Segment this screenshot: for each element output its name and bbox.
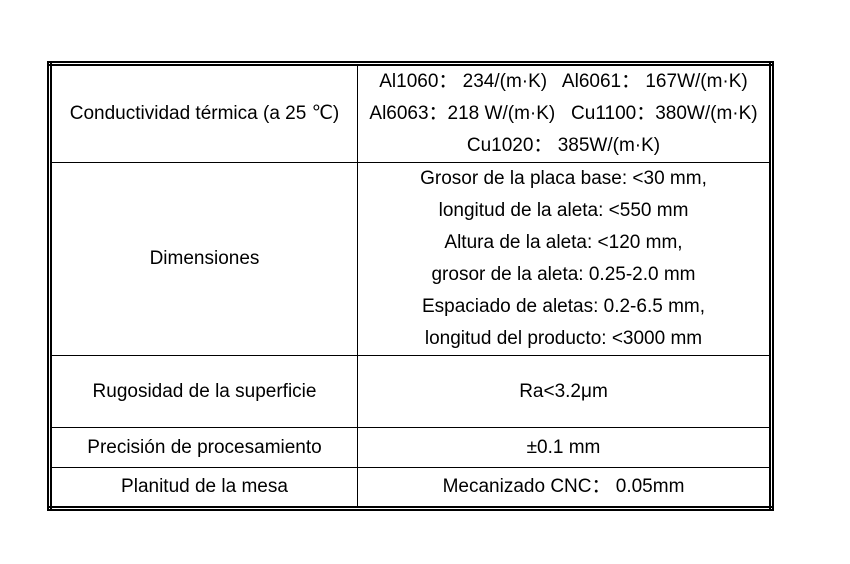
value-line: Al1060： 234/(m·K) Al6061： 167W/(m·K) — [379, 71, 748, 92]
value-line: ±0.1 mm — [526, 436, 601, 458]
thermal-conductivity-value: Al1060： 234/(m·K) Al6061： 167W/(m·K) Al6… — [357, 63, 772, 163]
processing-precision-label: Precisión de procesamiento — [49, 427, 358, 468]
row-label-text: Planitud de la mesa — [121, 476, 288, 497]
row-label-text: Conductividad térmica (a 25 ℃) — [69, 103, 340, 124]
value-line: longitud de la aleta: <550 mm — [438, 200, 689, 221]
value-line: Cu1020： 385W/(m·K) — [466, 135, 661, 156]
value-line: Grosor de la placa base: <30 mm, — [420, 168, 707, 189]
row-label-text: Dimensiones — [149, 248, 260, 269]
table-row-dimensions: Dimensiones Grosor de la placa base: <30… — [49, 162, 772, 356]
value-line: grosor de la aleta: 0.25-2.0 mm — [431, 264, 696, 285]
value-line: Ra<3.2μm — [519, 380, 608, 402]
table-row-processing-precision: Precisión de procesamiento ±0.1 mm — [49, 427, 772, 468]
table-flatness-label: Planitud de la mesa — [49, 467, 358, 509]
value-line: longitud del producto: <3000 mm — [424, 328, 703, 349]
table-row-surface-roughness: Rugosidad de la superficie Ra<3.2μm — [49, 355, 772, 428]
surface-roughness-value: Ra<3.2μm — [357, 355, 772, 428]
value-line: Al6063：218 W/(m·K) Cu1100：380W/(m·K) — [369, 103, 758, 124]
dimensions-label: Dimensiones — [49, 162, 358, 356]
value-line: Altura de la aleta: <120 mm, — [444, 232, 683, 253]
surface-roughness-label: Rugosidad de la superficie — [49, 355, 358, 428]
table-flatness-value: Mecanizado CNC： 0.05mm — [357, 467, 772, 509]
value-line: Espaciado de aletas: 0.2-6.5 mm, — [421, 296, 706, 317]
value-line: Mecanizado CNC： 0.05mm — [442, 476, 685, 497]
thermal-conductivity-label: Conductividad térmica (a 25 ℃) — [49, 63, 358, 163]
row-label-text: Rugosidad de la superficie — [92, 380, 317, 402]
row-label-text: Precisión de procesamiento — [87, 436, 322, 458]
table-row-table-flatness: Planitud de la mesa Mecanizado CNC： 0.05… — [49, 467, 772, 509]
processing-precision-value: ±0.1 mm — [357, 427, 772, 468]
product-spec-table: Conductividad térmica (a 25 ℃) Al1060： 2… — [47, 61, 774, 511]
table-row-thermal-conductivity: Conductividad térmica (a 25 ℃) Al1060： 2… — [49, 63, 772, 163]
dimensions-value: Grosor de la placa base: <30 mm, longitu… — [357, 162, 772, 356]
